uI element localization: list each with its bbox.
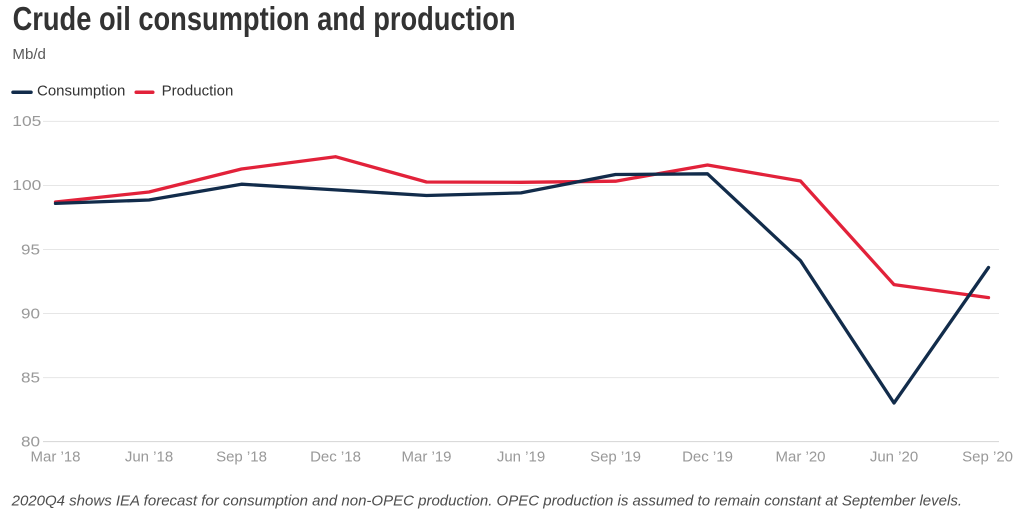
svg-text:Mb/d: Mb/d (12, 46, 46, 63)
svg-text:Mar ’20: Mar ’20 (775, 449, 825, 466)
svg-text:95: 95 (21, 241, 40, 258)
svg-text:Jun ’20: Jun ’20 (870, 449, 918, 466)
svg-text:Sep ’19: Sep ’19 (590, 449, 641, 466)
svg-text:Sep ’18: Sep ’18 (216, 449, 267, 466)
svg-text:90: 90 (21, 305, 40, 322)
svg-text:Production: Production (162, 83, 234, 100)
svg-text:Mar ’18: Mar ’18 (30, 449, 80, 466)
svg-text:Crude oil consumption and prod: Crude oil consumption and production (13, 0, 516, 37)
svg-text:Jun ’18: Jun ’18 (125, 449, 173, 466)
svg-text:2020Q4 shows IEA forecast for: 2020Q4 shows IEA forecast for consumptio… (11, 493, 962, 510)
svg-text:85: 85 (21, 369, 40, 386)
svg-text:Dec ’19: Dec ’19 (682, 449, 733, 466)
svg-text:100: 100 (12, 177, 41, 194)
svg-text:105: 105 (12, 113, 41, 130)
svg-text:Sep ’20: Sep ’20 (962, 449, 1013, 466)
svg-text:Dec ’18: Dec ’18 (310, 449, 361, 466)
svg-text:Jun ’19: Jun ’19 (497, 449, 545, 466)
svg-text:80: 80 (21, 433, 40, 450)
svg-text:Consumption: Consumption (37, 83, 125, 100)
svg-text:Mar ’19: Mar ’19 (401, 449, 451, 466)
